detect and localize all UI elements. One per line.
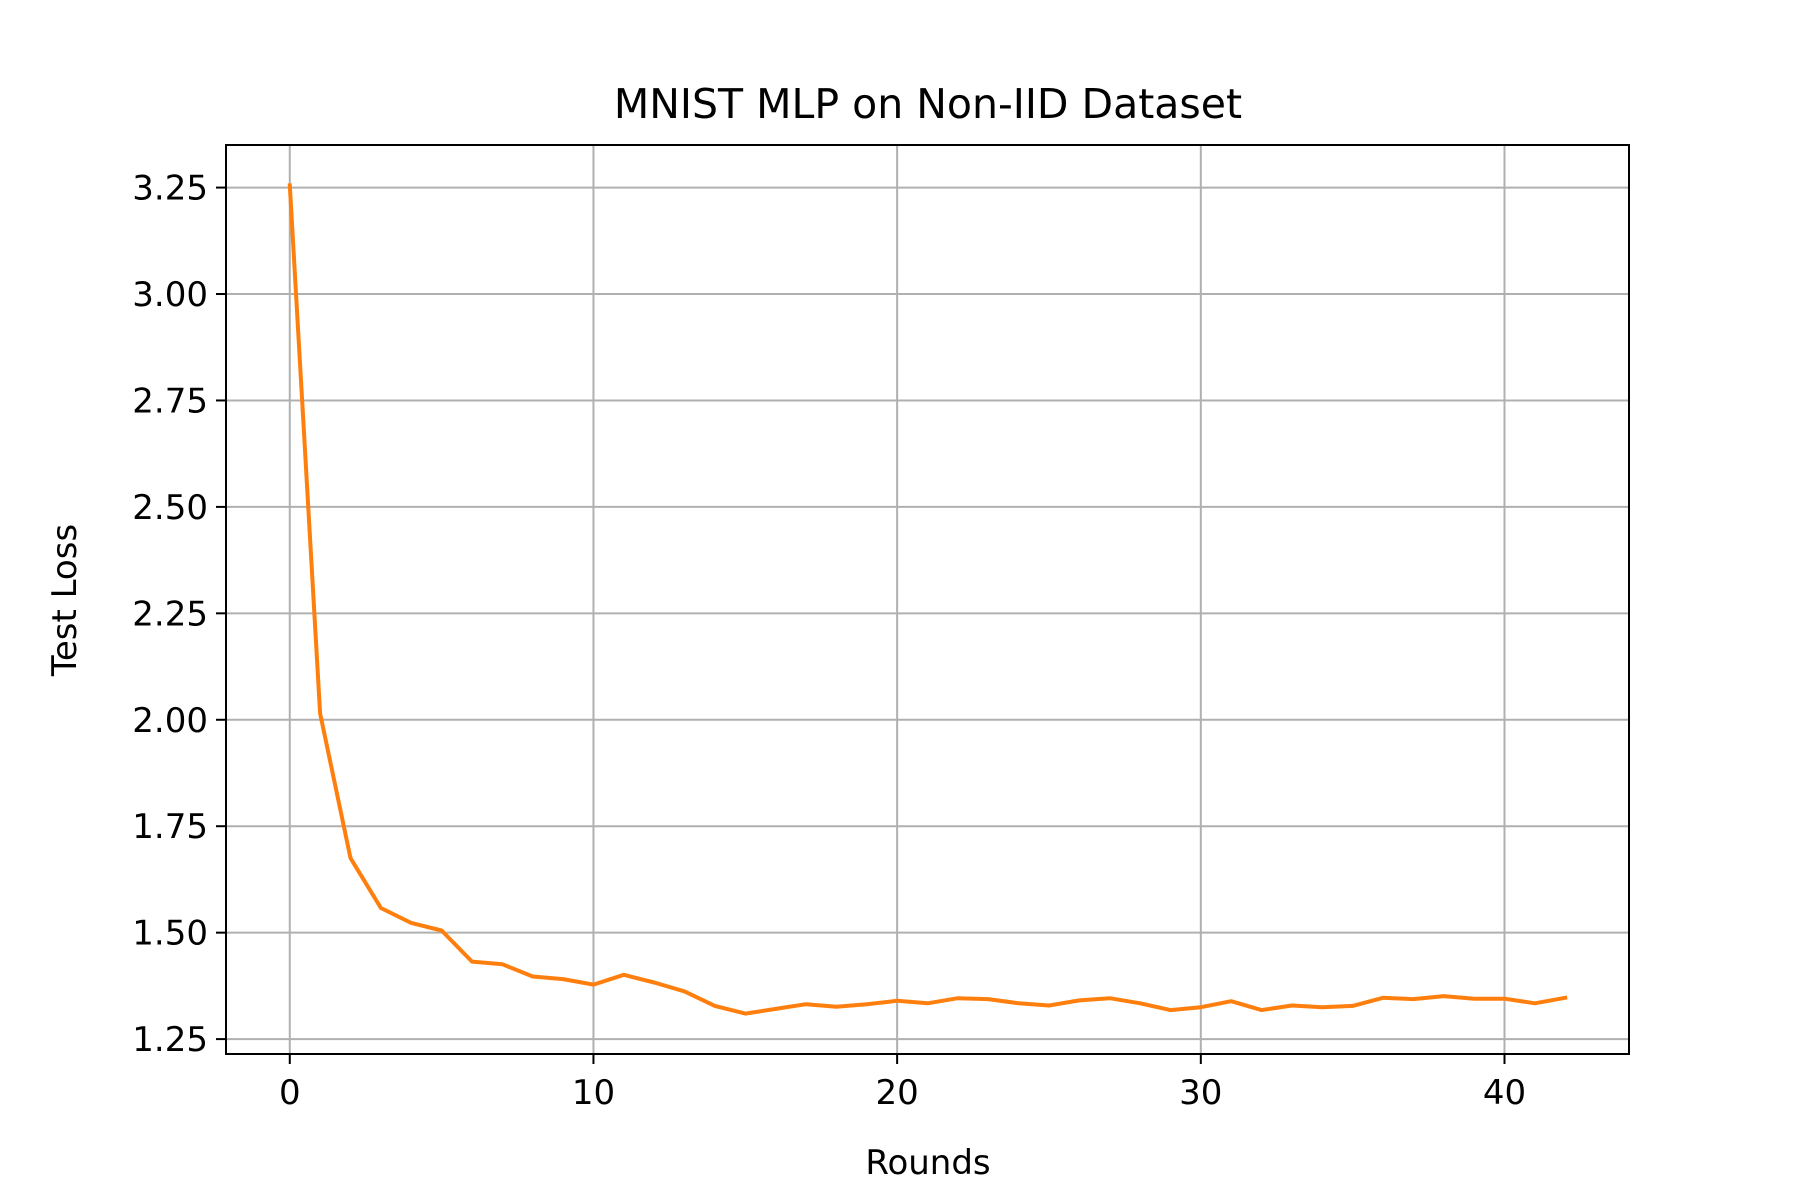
y-tick-label: 2.00 <box>132 701 208 741</box>
y-tick-label: 3.25 <box>132 169 208 209</box>
x-tick-label: 10 <box>572 1073 615 1113</box>
y-tick-label: 1.50 <box>132 914 208 954</box>
y-tick-label: 2.25 <box>132 594 208 634</box>
y-tick-label: 1.25 <box>132 1020 208 1060</box>
y-tick-label: 2.50 <box>132 488 208 528</box>
series-layer <box>287 183 1568 1016</box>
y-axis-label: Test Loss <box>45 524 85 677</box>
x-axis: 0 10 20 30 40 <box>279 1054 1526 1113</box>
y-tick-label: 1.75 <box>132 807 208 847</box>
grid-lines <box>226 145 1629 1054</box>
x-tick-label: 40 <box>1483 1073 1526 1113</box>
y-axis: 1.25 1.50 1.75 2.00 2.25 2.50 2.75 3.00 3.25 <box>132 169 226 1060</box>
x-tick-label: 0 <box>279 1073 301 1113</box>
x-axis-label: Rounds <box>865 1143 990 1183</box>
y-tick-label: 2.75 <box>132 381 208 421</box>
x-tick-label: 20 <box>875 1073 918 1113</box>
series-line-0 <box>287 183 1568 1016</box>
chart-title: MNIST MLP on Non-IID Dataset <box>614 80 1242 128</box>
x-tick-label: 30 <box>1179 1073 1222 1113</box>
y-tick-label: 3.00 <box>132 275 208 315</box>
plot-frame <box>225 144 1630 1055</box>
